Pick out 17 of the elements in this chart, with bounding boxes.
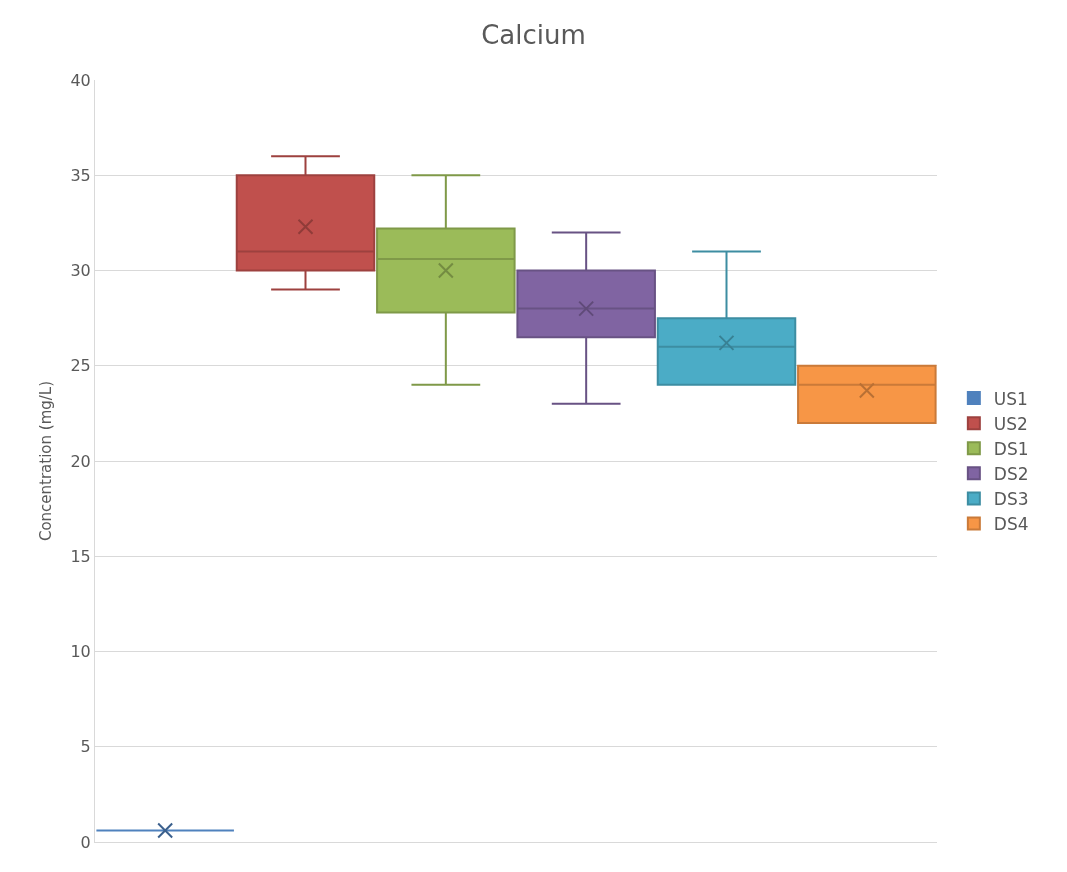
y-tick-label: 35 — [70, 165, 91, 185]
y-tick-label: 15 — [70, 546, 91, 566]
legend-label: DS4 — [993, 514, 1029, 535]
legend-label: US1 — [993, 388, 1028, 409]
legend-label: DS3 — [993, 489, 1029, 510]
y-axis-title: Concentration (mg/L) — [36, 380, 55, 542]
y-tick-label: 10 — [70, 642, 91, 662]
legend-label: US2 — [993, 413, 1028, 434]
chart-title: Calcium — [481, 20, 586, 51]
y-tick-label: 20 — [70, 451, 91, 471]
y-tick-label: 40 — [70, 70, 91, 90]
y-tick-label: 5 — [80, 737, 91, 757]
y-tick-label: 0 — [80, 832, 91, 852]
y-tick-label: 30 — [70, 261, 91, 281]
legend-label: DS2 — [993, 463, 1029, 484]
legend-label: DS1 — [993, 438, 1029, 459]
y-tick-label: 25 — [70, 356, 91, 376]
